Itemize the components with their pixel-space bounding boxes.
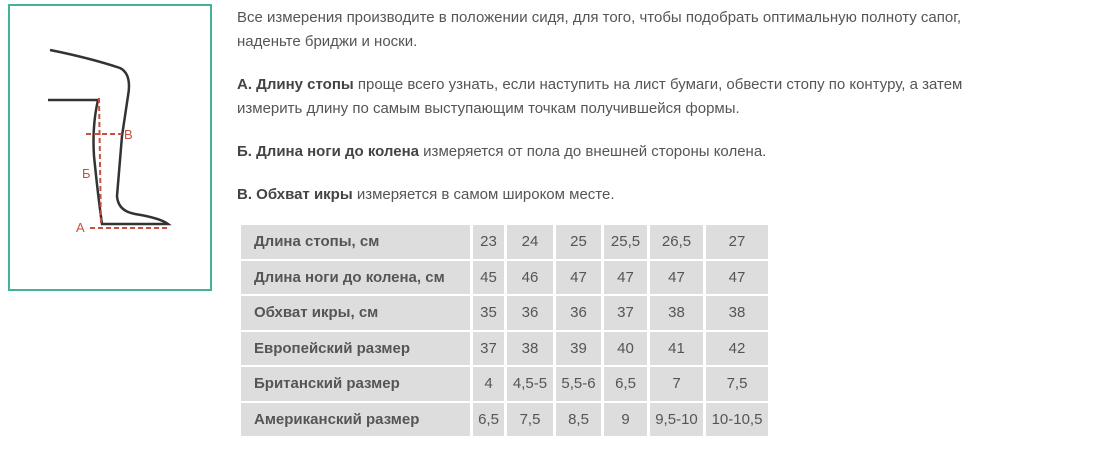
table-cell: 42 <box>706 331 768 365</box>
paragraph: Все измерения производите в положении си… <box>237 6 962 54</box>
table-cell: 7,5 <box>507 402 553 436</box>
paragraph: Б. Длина ноги до колена измеряется от по… <box>237 140 962 164</box>
table-cell: 47 <box>604 260 647 294</box>
table-row: Обхват икры, см 35 36 36 37 38 38 <box>241 296 768 330</box>
table-cell: 7 <box>650 367 703 401</box>
table-row: Британский размер 4 4,5-5 5,5-6 6,5 7 7,5 <box>241 367 768 401</box>
table-cell: 25 <box>556 225 601 259</box>
row-header: Длина ноги до колена, см <box>241 260 470 294</box>
table-cell: 40 <box>604 331 647 365</box>
bold-lead: Б. Длина ноги до колена <box>237 143 420 160</box>
table-cell: 45 <box>473 260 504 294</box>
text: Все измерения производите в положении си… <box>237 9 962 26</box>
row-header: Длина стопы, см <box>241 225 470 259</box>
text: измерить длину по самым выступающим точк… <box>237 100 740 117</box>
text-line: В. Обхват икры измеряется в самом широко… <box>237 183 962 207</box>
bold-lead: А. Длину стопы <box>237 76 354 93</box>
text-line: измерить длину по самым выступающим точк… <box>237 97 962 121</box>
table-cell: 36 <box>507 296 553 330</box>
table-cell: 9 <box>604 402 647 436</box>
table-cell: 38 <box>650 296 703 330</box>
table-cell: 26,5 <box>650 225 703 259</box>
figure-label: А <box>76 220 85 235</box>
paragraph: А. Длину стопы проще всего узнать, если … <box>237 73 962 121</box>
table-cell: 6,5 <box>604 367 647 401</box>
text: измеряется от пола до внешней стороны ко… <box>419 143 767 160</box>
figure-frame: А Б В <box>8 4 212 291</box>
leg-figure: А Б В <box>48 48 172 235</box>
table-row: Европейский размер 37 38 39 40 41 42 <box>241 331 768 365</box>
instructions: Все измерения производите в положении си… <box>237 6 962 226</box>
table-cell: 47 <box>556 260 601 294</box>
text-line: наденьте бриджи и носки. <box>237 30 962 54</box>
row-header: Британский размер <box>241 367 470 401</box>
text-line: Все измерения производите в положении си… <box>237 6 962 30</box>
table-cell: 47 <box>650 260 703 294</box>
table-row: Длина стопы, см 23 24 25 25,5 26,5 27 <box>241 225 768 259</box>
table-cell: 41 <box>650 331 703 365</box>
table-cell: 47 <box>706 260 768 294</box>
table-cell: 4 <box>473 367 504 401</box>
table-row: Длина ноги до колена, см 45 46 47 47 47 47 <box>241 260 768 294</box>
table-cell: 36 <box>556 296 601 330</box>
table-cell: 38 <box>507 331 553 365</box>
figure-label: В <box>124 127 133 142</box>
figure-label: Б <box>82 166 91 181</box>
table-cell: 5,5-6 <box>556 367 601 401</box>
paragraph: В. Обхват икры измеряется в самом широко… <box>237 183 962 207</box>
size-table: Длина стопы, см 23 24 25 25,5 26,5 27 Длина ног… <box>238 223 771 438</box>
leg-outline <box>48 48 172 226</box>
table-cell: 38 <box>706 296 768 330</box>
table-cell: 6,5 <box>473 402 504 436</box>
table-cell: 7,5 <box>706 367 768 401</box>
text-line: А. Длину стопы проще всего узнать, если … <box>237 73 962 97</box>
table-cell: 39 <box>556 331 601 365</box>
row-header: Обхват икры, см <box>241 296 470 330</box>
table-cell: 25,5 <box>604 225 647 259</box>
table-cell: 37 <box>473 331 504 365</box>
table-cell: 24 <box>507 225 553 259</box>
table-cell: 4,5-5 <box>507 367 553 401</box>
table-cell: 8,5 <box>556 402 601 436</box>
text: наденьте бриджи и носки. <box>237 33 418 50</box>
text: проще всего узнать, если наступить на ли… <box>353 76 963 93</box>
table-row: Американский размер 6,5 7,5 8,5 9 9,5-10 10-10… <box>241 402 768 436</box>
row-header: Американский размер <box>241 402 470 436</box>
table-cell: 10-10,5 <box>706 402 768 436</box>
table-cell: 46 <box>507 260 553 294</box>
table-cell: 37 <box>604 296 647 330</box>
measure-line-b <box>98 97 102 227</box>
bold-lead: В. Обхват икры <box>237 186 353 203</box>
text-line: Б. Длина ноги до колена измеряется от по… <box>237 140 962 164</box>
text: измеряется в самом широком месте. <box>352 186 615 203</box>
table-cell: 9,5-10 <box>650 402 703 436</box>
table-cell: 23 <box>473 225 504 259</box>
table-cell: 27 <box>706 225 768 259</box>
table-cell: 35 <box>473 296 504 330</box>
row-header: Европейский размер <box>241 331 470 365</box>
